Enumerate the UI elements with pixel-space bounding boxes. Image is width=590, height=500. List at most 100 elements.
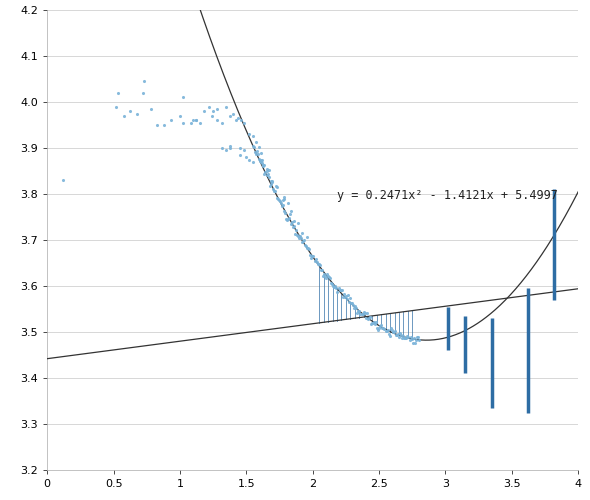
Point [260, 170, 269, 177]
Point [277, 202, 287, 210]
Point [268, 184, 277, 192]
Point [299, 237, 308, 245]
Point [257, 156, 266, 164]
Point [242, 153, 251, 161]
Point [371, 318, 381, 326]
Point [166, 116, 175, 124]
Point [294, 234, 304, 242]
Point [404, 332, 413, 340]
Point [293, 219, 303, 227]
Point [222, 102, 231, 110]
Point [178, 94, 188, 102]
Point [333, 288, 342, 296]
Point [341, 292, 350, 300]
Point [357, 310, 366, 318]
Point [254, 156, 264, 164]
Point [146, 105, 156, 113]
Point [283, 200, 293, 207]
Point [395, 328, 405, 336]
Point [365, 314, 375, 322]
Point [133, 110, 142, 118]
Point [304, 244, 314, 252]
Point [327, 280, 337, 288]
Point [260, 162, 269, 170]
Point [303, 244, 313, 252]
Point [367, 320, 376, 328]
Point [295, 232, 304, 240]
Point [235, 151, 244, 159]
Point [244, 156, 254, 164]
Point [405, 336, 414, 344]
Point [383, 326, 392, 334]
Point [272, 194, 281, 202]
Point [378, 324, 387, 332]
Point [388, 328, 398, 336]
Point [349, 301, 358, 309]
Point [339, 290, 349, 298]
Point [159, 121, 169, 129]
Point [273, 195, 283, 203]
Point [255, 157, 265, 165]
Point [337, 286, 346, 294]
Point [326, 274, 335, 282]
Point [399, 334, 409, 342]
Point [323, 272, 333, 280]
Point [324, 274, 334, 281]
Point [300, 241, 310, 249]
Point [262, 170, 271, 178]
Point [257, 158, 266, 166]
Point [414, 336, 424, 344]
Point [281, 215, 291, 223]
Point [301, 242, 311, 250]
Point [286, 210, 295, 218]
Point [292, 231, 301, 239]
Point [358, 310, 367, 318]
Point [398, 332, 408, 340]
Point [274, 196, 284, 203]
Point [353, 308, 363, 316]
Point [386, 324, 395, 332]
Point [279, 192, 289, 200]
Point [412, 333, 421, 341]
Point [269, 187, 278, 195]
Point [212, 105, 222, 113]
Point [195, 118, 205, 126]
Point [189, 116, 198, 124]
Point [376, 322, 386, 330]
Point [113, 89, 122, 97]
Point [293, 232, 303, 239]
Point [138, 89, 148, 97]
Point [299, 236, 309, 244]
Point [348, 298, 357, 306]
Point [290, 230, 300, 237]
Point [261, 168, 270, 176]
Point [355, 307, 364, 315]
Point [380, 324, 389, 332]
Point [258, 160, 267, 168]
Point [361, 314, 371, 322]
Point [262, 166, 271, 174]
Point [285, 214, 294, 222]
Point [322, 274, 331, 282]
Point [297, 228, 307, 236]
Point [279, 194, 289, 202]
Point [336, 286, 345, 294]
Point [387, 326, 396, 334]
Point [318, 272, 327, 280]
Point [303, 233, 312, 241]
Point [281, 210, 290, 218]
Point [265, 182, 274, 190]
Point [359, 308, 368, 316]
Point [278, 200, 288, 208]
Point [385, 332, 394, 340]
Point [255, 143, 264, 151]
Point [264, 174, 273, 182]
Point [297, 238, 307, 246]
Point [373, 326, 383, 334]
Point [288, 223, 297, 231]
Point [276, 197, 285, 205]
Point [368, 318, 378, 326]
Point [234, 114, 243, 122]
Point [267, 177, 276, 185]
Point [345, 294, 355, 302]
